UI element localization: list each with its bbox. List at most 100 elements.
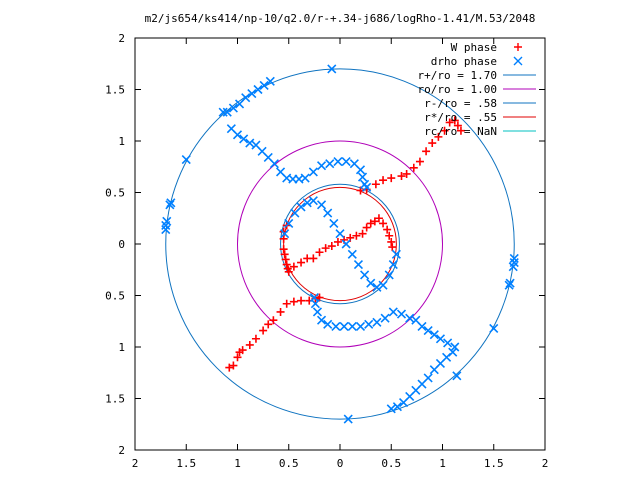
point-0-46 [309,254,318,263]
point-1-10 [239,134,249,144]
point-1-21 [308,167,318,177]
point-1-76 [353,260,364,270]
point-0-54 [358,229,367,238]
point-1-54 [364,319,374,329]
point-1-57 [339,321,349,331]
legend-label-3: ro/ro = 1.00 [418,83,497,96]
legend-label-6: rc/ro = NaN [424,125,497,138]
point-1-30 [362,182,372,192]
point-1-97 [489,323,499,334]
legend-marker-0 [514,43,522,51]
point-0-61 [385,231,394,240]
point-1-34 [429,365,439,375]
point-0-8 [264,320,273,329]
point-1-46 [423,325,433,336]
point-0-6 [251,334,260,343]
x-tick-label-8: 2 [542,457,549,470]
point-1-45 [429,330,439,340]
legend-marker-1 [513,56,523,66]
point-1-41 [386,404,396,414]
point-1-74 [341,239,351,249]
point-0-25 [415,157,424,166]
point-0-21 [387,174,396,183]
point-0-24 [409,163,418,172]
point-1-44 [435,334,446,344]
point-1-5 [253,84,263,95]
point-0-26 [422,147,431,156]
point-0-34 [279,245,288,254]
point-1-91 [327,64,337,74]
point-0-37 [282,260,291,269]
point-1-9 [232,130,243,140]
point-1-78 [366,278,376,288]
point-0-31 [450,116,459,125]
point-0-29 [440,126,449,135]
point-1-92 [509,253,519,263]
point-1-61 [312,307,323,317]
circle-3 [283,186,397,302]
point-1-65 [284,218,294,228]
legend-label-0: W phase [451,41,497,54]
point-0-11 [282,299,291,308]
point-0-12 [289,297,298,306]
point-1-0 [222,107,232,117]
point-0-13 [297,296,306,305]
point-1-89 [181,154,191,165]
point-1-28 [357,172,368,182]
point-0-23 [402,169,411,178]
point-1-51 [388,307,398,317]
point-1-60 [316,315,327,325]
point-1-15 [269,159,279,169]
y-tick-label-8: 2 [118,32,125,45]
point-0-63 [388,243,397,252]
legend-label-1: drho phase [431,55,497,68]
point-0-58 [374,214,383,223]
point-1-55 [355,321,366,331]
point-0-28 [434,132,443,141]
x-axis: 2 1.5 1 0.5 0 0.5 1 1.5 2 [132,38,549,470]
y-tick-label-0: 2 [118,444,125,457]
legend-label-4: r-/ro = .58 [424,97,497,110]
point-1-4 [247,89,257,99]
point-0-56 [366,219,375,228]
point-1-43 [443,338,453,348]
point-0-20 [379,176,388,185]
point-1-63 [309,292,319,303]
circle-1 [237,140,443,348]
point-0-10 [276,307,285,316]
point-0-2 [233,353,242,362]
point-0-19 [371,180,380,189]
point-1-6 [259,80,269,90]
point-0-7 [259,326,268,335]
point-0-47 [315,248,324,257]
point-1-39 [398,398,409,408]
point-1-64 [280,229,290,239]
legend-label-2: r+/ro = 1.70 [418,69,497,82]
x-tick-label-4: 0 [337,457,344,470]
point-1-80 [378,280,388,290]
point-1-82 [388,260,398,270]
point-0-53 [352,231,361,240]
point-1-58 [331,321,341,331]
point-1-42 [450,342,460,352]
point-0-27 [428,139,437,148]
point-1-99 [343,414,353,424]
point-0-55 [362,223,371,232]
point-0-40 [279,234,288,243]
point-1-83 [391,249,401,259]
y-axis: 2 1.5 1 0.5 0 0.5 1 1.5 2 [105,32,545,457]
data-points [161,64,519,424]
point-1-75 [347,249,357,259]
point-1-69 [308,196,318,206]
point-1-27 [355,165,366,175]
point-1-59 [323,319,333,329]
y-tick-label-4: 0 [118,238,125,251]
point-0-57 [370,217,379,226]
legend-label-5: r*/ro = .55 [424,111,497,124]
y-tick-label-3: 0.5 [105,290,125,303]
point-0-48 [321,244,330,253]
x-tick-label-1: 1.5 [176,457,196,470]
point-1-70 [316,200,327,210]
point-0-43 [289,262,298,271]
